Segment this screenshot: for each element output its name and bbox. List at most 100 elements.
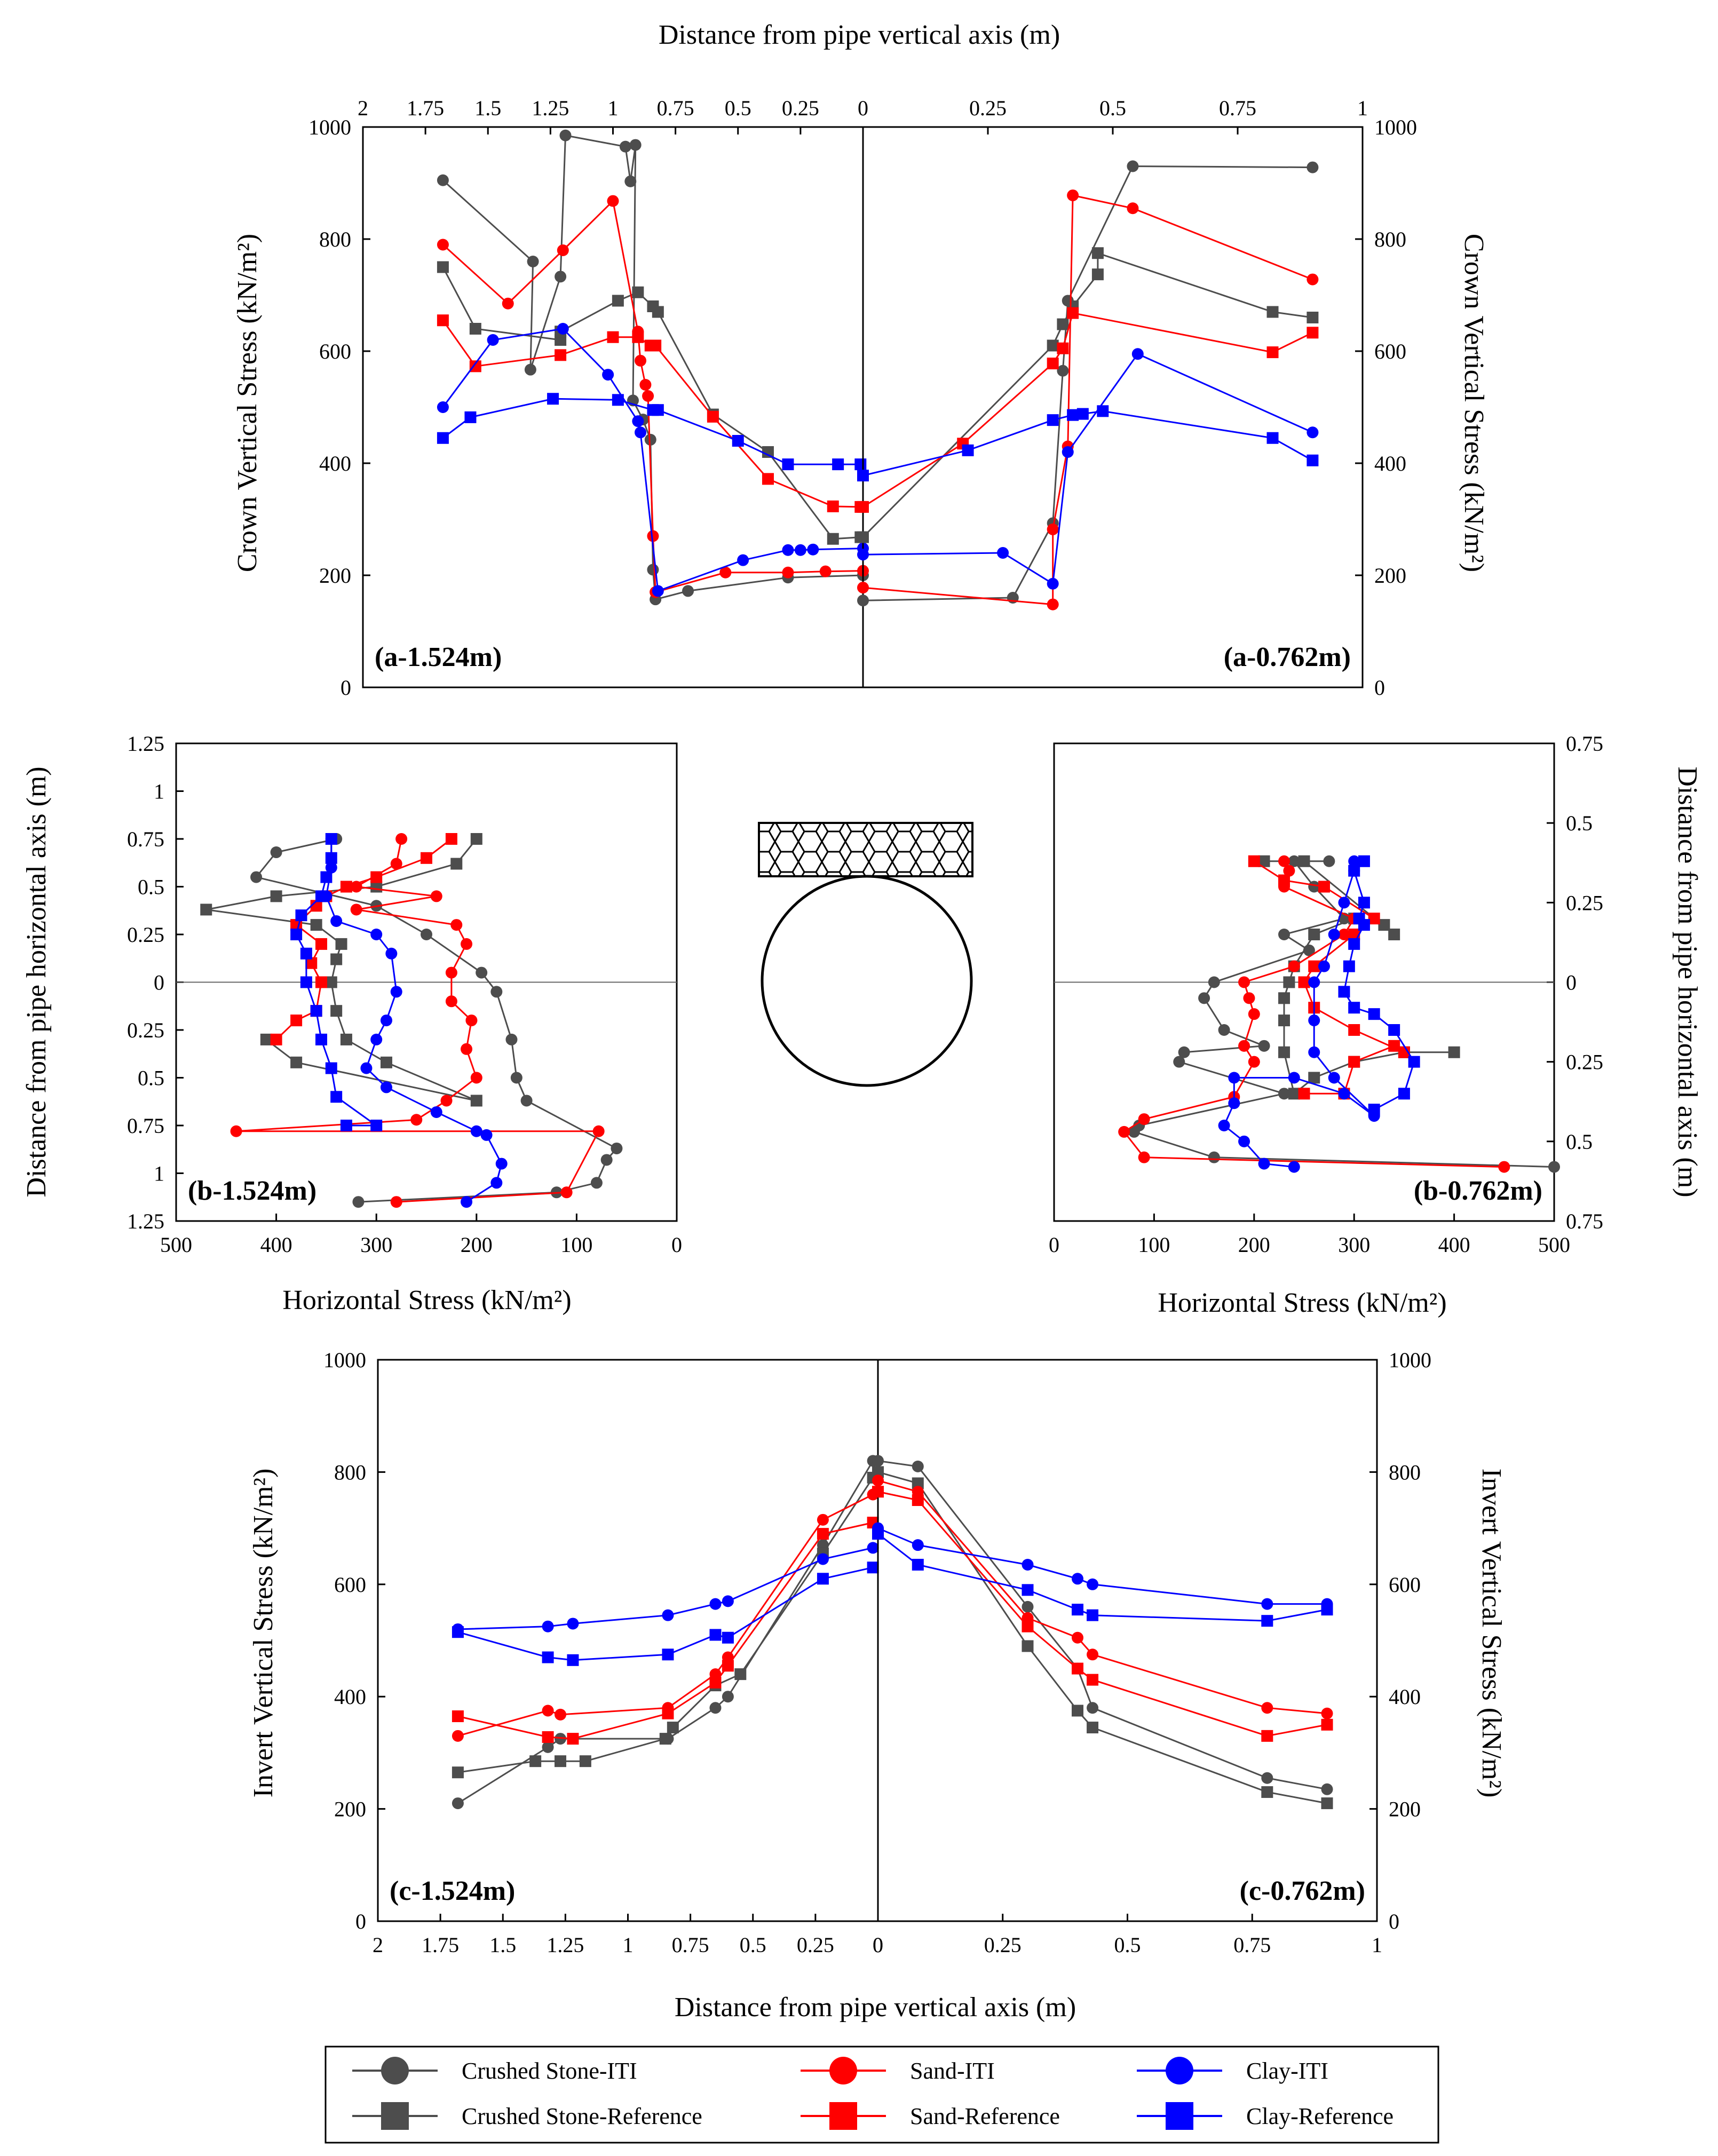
data-point	[1368, 1104, 1380, 1116]
data-point	[452, 1626, 464, 1638]
data-point	[709, 1676, 722, 1689]
data-point	[1261, 1615, 1273, 1627]
data-point	[1047, 358, 1059, 370]
data-point	[200, 903, 212, 916]
y-tick-label: 0	[1374, 676, 1385, 700]
data-point	[465, 1014, 478, 1027]
y-tick-label: 600	[334, 1573, 366, 1597]
data-point	[782, 566, 794, 578]
data-point	[1307, 426, 1319, 439]
data-point	[1278, 1046, 1291, 1058]
data-point	[1266, 346, 1279, 359]
data-point	[819, 565, 832, 577]
data-point	[1261, 1730, 1273, 1742]
data-point	[722, 1595, 734, 1607]
data-point	[495, 1158, 508, 1170]
data-point	[1047, 339, 1059, 352]
data-point	[722, 1660, 734, 1672]
data-point	[340, 881, 352, 893]
x-tick-label: 1.5	[489, 1933, 516, 1957]
data-point	[709, 1629, 722, 1641]
data-point	[1307, 327, 1319, 339]
data-point	[1047, 414, 1059, 426]
data-point	[370, 929, 383, 940]
data-point	[330, 1005, 343, 1017]
data-point	[1278, 929, 1291, 940]
data-point	[807, 543, 819, 556]
data-point	[1338, 929, 1350, 940]
data-point	[469, 360, 481, 372]
data-point	[1057, 364, 1069, 377]
panel-b-left: 500 400 300 200 100 0 1.25 1 0.75 0.5 0.25 0 0.25 0.5…	[127, 732, 682, 1257]
data-point	[1308, 1046, 1320, 1058]
data-point	[817, 1513, 829, 1526]
data-point	[872, 1486, 884, 1498]
data-point	[330, 953, 343, 965]
data-point	[395, 833, 408, 845]
data-point	[607, 331, 619, 343]
data-point	[470, 1095, 482, 1107]
y-tick-label: 0.5	[1566, 1130, 1593, 1154]
data-point	[1307, 454, 1319, 466]
x-tick-label: 0.5	[1099, 96, 1126, 120]
data-point	[1321, 1797, 1333, 1810]
data-point	[437, 174, 449, 186]
data-point	[567, 1618, 579, 1630]
series-sand_iti	[230, 833, 605, 1208]
data-point	[872, 1466, 884, 1478]
data-point	[1307, 312, 1319, 323]
x-tick-label: 2	[373, 1933, 383, 1957]
data-point	[1243, 992, 1255, 1004]
data-point	[330, 915, 343, 927]
b-left-x-axis-title: Horizontal Stress (kN/m²)	[282, 1285, 571, 1315]
data-point	[912, 1460, 924, 1472]
data-point	[737, 554, 749, 566]
data-point	[476, 966, 488, 979]
x-tick-label: 200	[1238, 1233, 1270, 1257]
series-line-cs_ref	[442, 266, 861, 540]
legend-marker	[1166, 2102, 1193, 2130]
data-point	[1022, 1620, 1034, 1632]
data-point	[857, 531, 869, 543]
data-point	[421, 852, 432, 864]
data-point	[817, 1528, 829, 1540]
legend-item-cs_iti: Crushed Stone-ITI	[352, 2057, 637, 2084]
data-point	[370, 871, 383, 883]
data-point	[1072, 1662, 1083, 1675]
series-sand_ref	[857, 307, 1319, 513]
x-tick-label: 0.25	[984, 1933, 1022, 1957]
data-point	[445, 966, 457, 979]
data-point	[762, 446, 774, 458]
data-point	[612, 295, 624, 307]
data-point	[555, 349, 567, 361]
data-point	[1348, 1056, 1360, 1068]
data-point	[1218, 1024, 1230, 1036]
y-tick-label: 800	[1374, 227, 1406, 251]
data-point	[529, 1755, 542, 1767]
data-point	[310, 1005, 322, 1017]
data-point	[912, 1494, 924, 1506]
x-tick-label: 2	[358, 96, 368, 120]
data-point	[647, 530, 659, 542]
y-tick-label: 0	[1389, 1909, 1399, 1933]
data-point	[1208, 976, 1220, 988]
data-point	[722, 1631, 734, 1644]
series-clay_ref	[452, 1561, 879, 1666]
series-cs_ref	[200, 833, 482, 1107]
data-point	[762, 473, 774, 485]
data-point	[1097, 405, 1109, 417]
data-point	[461, 1043, 473, 1055]
series-clay_ref	[857, 405, 1319, 482]
data-point	[1127, 202, 1139, 215]
series-line-cs_ref	[862, 252, 1313, 538]
y-tick-label: 0	[154, 971, 164, 995]
data-point	[1022, 1640, 1034, 1652]
data-point	[872, 1455, 884, 1467]
data-point	[490, 1177, 503, 1189]
data-point	[857, 582, 869, 594]
series-cs_ref	[452, 1471, 879, 1779]
data-point	[560, 1186, 573, 1199]
data-point	[445, 833, 457, 845]
data-point	[1278, 992, 1291, 1004]
